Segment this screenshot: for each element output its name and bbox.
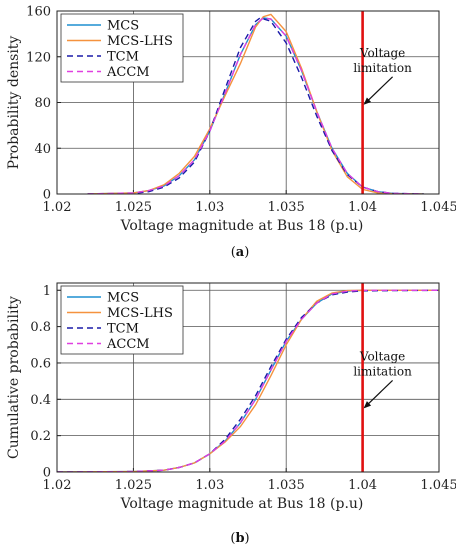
series-line-tcm — [57, 289, 439, 472]
y-tick-label: 0.2 — [30, 429, 51, 444]
y-tick-label: 80 — [34, 96, 51, 111]
y-tick-label: 120 — [26, 50, 51, 65]
x-tick-label: 1.025 — [115, 200, 152, 215]
legend-label: MCS — [107, 19, 139, 34]
y-tick-label: 0.6 — [30, 356, 51, 371]
y-tick-label: 160 — [26, 5, 51, 20]
annotation-text: Voltage — [359, 46, 405, 60]
y-tick-label: 40 — [34, 142, 51, 157]
x-tick-label: 1.035 — [268, 200, 305, 215]
y-tick-label: 0.4 — [30, 393, 51, 408]
legend-label: MCS — [107, 291, 139, 306]
x-tick-label: 1.03 — [195, 200, 224, 215]
y-tick-label: 0.8 — [30, 320, 51, 335]
x-tick-label: 1.04 — [348, 478, 377, 493]
x-tick-label: 1.045 — [420, 200, 456, 215]
x-tick-label: 1.035 — [268, 478, 305, 493]
x-tick-label: 1.03 — [195, 478, 224, 493]
chart-a: 1.02 1.025 1.03 1.035 1.04 1.045 0 40 80 120 160 Vo… — [6, 5, 456, 261]
x-axis-label: Voltage magnitude at Bus 18 (p.u) — [120, 496, 364, 512]
axes-frame — [56, 10, 440, 195]
legend-label: TCM — [107, 50, 139, 65]
x-axis-label: Voltage magnitude at Bus 18 (p.u) — [120, 218, 364, 234]
series-line-accm — [57, 289, 439, 472]
panel-caption: (b) — [230, 531, 249, 546]
chart-b: 1.02 1.025 1.03 1.035 1.04 1.045 0 0.2 0.4 0.6 0.8… — [6, 282, 456, 546]
series-line-accm — [87, 17, 424, 194]
legend-label: ACCM — [106, 337, 150, 352]
panel-caption: (a) — [231, 245, 250, 260]
y-axis-label: Cumulative probability — [6, 296, 22, 459]
y-tick-label: 1 — [43, 284, 51, 299]
series-group — [57, 289, 439, 472]
y-axis-label: Probability density — [6, 36, 22, 170]
y-tick-label: 0 — [43, 188, 51, 203]
x-tick-label: 1.02 — [43, 200, 72, 215]
legend-label: MCS-LHS — [107, 306, 173, 321]
annotation-text: Voltage — [359, 349, 405, 363]
axes-frame — [56, 282, 440, 473]
series-line-mcs-lhs — [87, 13, 424, 194]
x-tick-label: 1.04 — [348, 200, 377, 215]
annotation-arrow-shaft — [364, 379, 394, 408]
annotation-arrow-head — [363, 97, 372, 105]
x-tick-label: 1.02 — [43, 478, 72, 493]
y-tick-label: 0 — [43, 466, 51, 481]
annotation-text: limitation — [353, 61, 412, 75]
legend-label: ACCM — [106, 65, 150, 80]
x-tick-label: 1.045 — [420, 478, 456, 493]
legend-label: TCM — [107, 322, 139, 337]
x-tick-label: 1.025 — [115, 478, 152, 493]
annotation-text: limitation — [353, 364, 412, 378]
annotation-arrow-head — [363, 401, 372, 409]
series-group — [87, 13, 424, 194]
annotation-arrow-shaft — [364, 76, 394, 105]
series-line-mcs-lhs — [57, 289, 439, 472]
legend-label: MCS-LHS — [107, 34, 173, 49]
